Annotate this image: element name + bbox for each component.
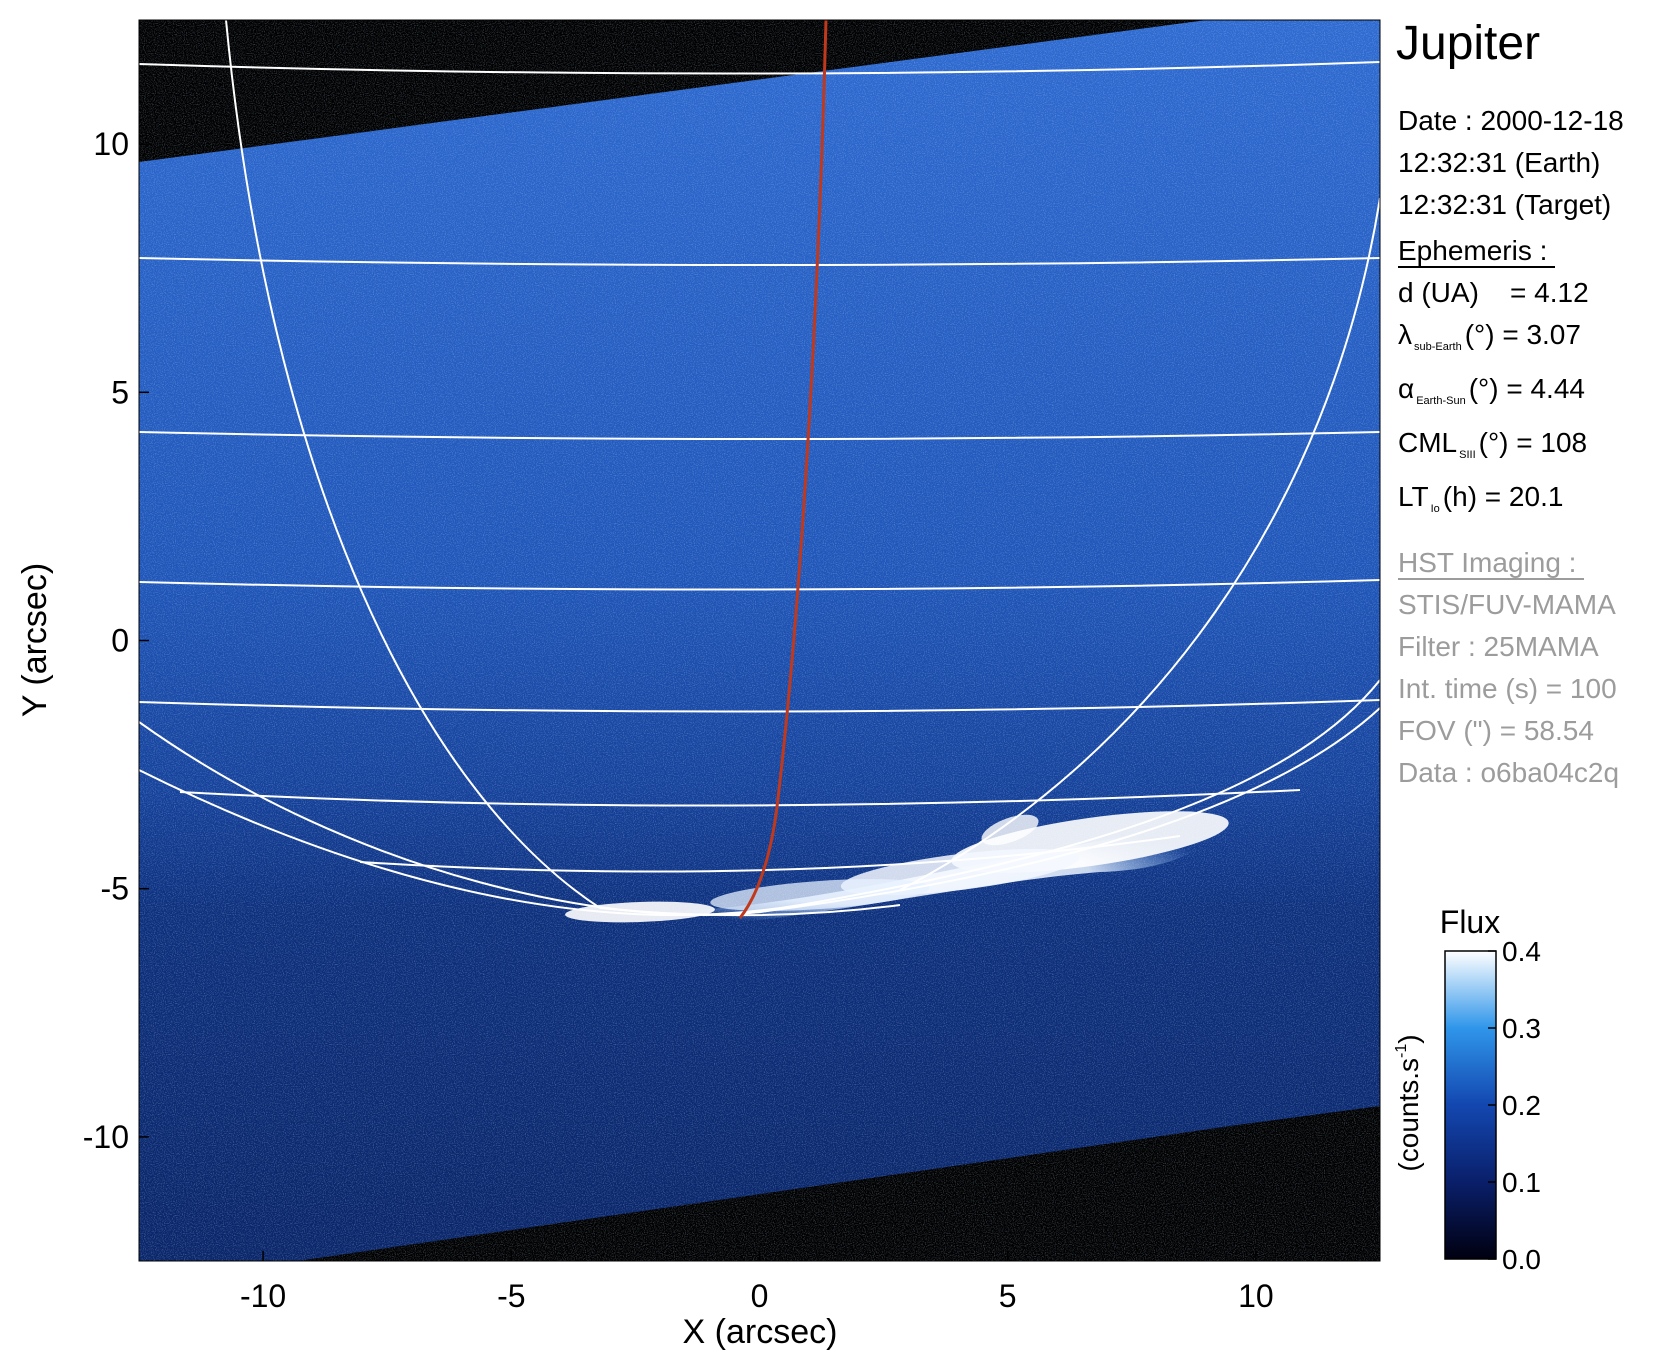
colorbar-label-close: )	[1393, 1034, 1424, 1043]
x-tick-label: 5	[999, 1278, 1017, 1314]
distance-line: d (UA) = 4.12	[1398, 277, 1589, 308]
phase-angle-line: α Earth-Sun (°) = 4.44	[1398, 373, 1585, 407]
colorbar-tick-label: 0.2	[1502, 1090, 1541, 1121]
chart-title: Jupiter	[1396, 17, 1541, 70]
data-id-line: Data : o6ba04c2q	[1398, 757, 1620, 788]
colorbar-label-exp: -1	[1393, 1044, 1410, 1058]
y-tick-label: 10	[93, 126, 129, 162]
colorbar-label: (counts.s-1)	[1393, 1034, 1424, 1171]
colorbar-label-main: (counts.s	[1393, 1058, 1424, 1172]
x-tick-label: -10	[240, 1278, 286, 1314]
ephemeris-title: Ephemeris :	[1398, 230, 1624, 272]
longitude-grid	[139, 20, 1380, 917]
x-axis-label: X (arcsec)	[683, 1313, 838, 1351]
fov-line: FOV (") = 58.54	[1398, 715, 1594, 746]
y-axis: 10 5 0 -5 -10	[83, 126, 149, 1155]
filter-line: Filter : 25MAMA	[1398, 631, 1599, 662]
sub-earth-latitude-line: λ sub-Earth (°) = 3.07	[1398, 319, 1581, 353]
central-meridian	[738, 20, 828, 919]
x-tick-label: 0	[751, 1278, 769, 1314]
colorbar	[1444, 950, 1497, 1260]
image-area	[139, 20, 1380, 1261]
date-line: Date : 2000-12-18	[1398, 105, 1624, 136]
observation-info: Date : 2000-12-18 12:32:31 (Earth) 12:32…	[1398, 100, 1624, 794]
colorbar-tick-label: 0.4	[1502, 936, 1541, 967]
hst-imaging-title: HST Imaging :	[1398, 542, 1624, 584]
io-local-time-line: LT Io (h) = 20.1	[1398, 481, 1564, 515]
x-tick-label: 10	[1238, 1278, 1274, 1314]
y-tick-label: 0	[111, 623, 129, 659]
colorbar-tick-label: 0.3	[1502, 1013, 1541, 1044]
y-axis-label: Y (arcsec)	[16, 563, 54, 717]
y-tick-label: -10	[83, 1119, 129, 1155]
target-time: 12:32:31 (Target)	[1398, 189, 1612, 220]
earth-time: 12:32:31 (Earth)	[1398, 147, 1601, 178]
colorbar-title: Flux	[1440, 904, 1500, 940]
y-tick-label: -5	[101, 871, 129, 907]
instrument-line: STIS/FUV-MAMA	[1398, 589, 1616, 620]
colorbar-tick-label: 0.1	[1502, 1167, 1541, 1198]
integration-time-line: Int. time (s) = 100	[1398, 673, 1617, 704]
colorbar-ticks: 0.4 0.3 0.2 0.1 0.0	[1488, 936, 1541, 1275]
detector-noise	[139, 20, 1380, 1261]
colorbar-tick-label: 0.0	[1502, 1244, 1541, 1275]
x-tick-label: -5	[497, 1278, 525, 1314]
y-tick-label: 5	[111, 374, 129, 410]
cml-line: CML SIII (°) = 108	[1398, 427, 1588, 461]
x-axis: -10 -5 0 5 10	[240, 1251, 1274, 1314]
latitude-grid	[139, 61, 1380, 873]
